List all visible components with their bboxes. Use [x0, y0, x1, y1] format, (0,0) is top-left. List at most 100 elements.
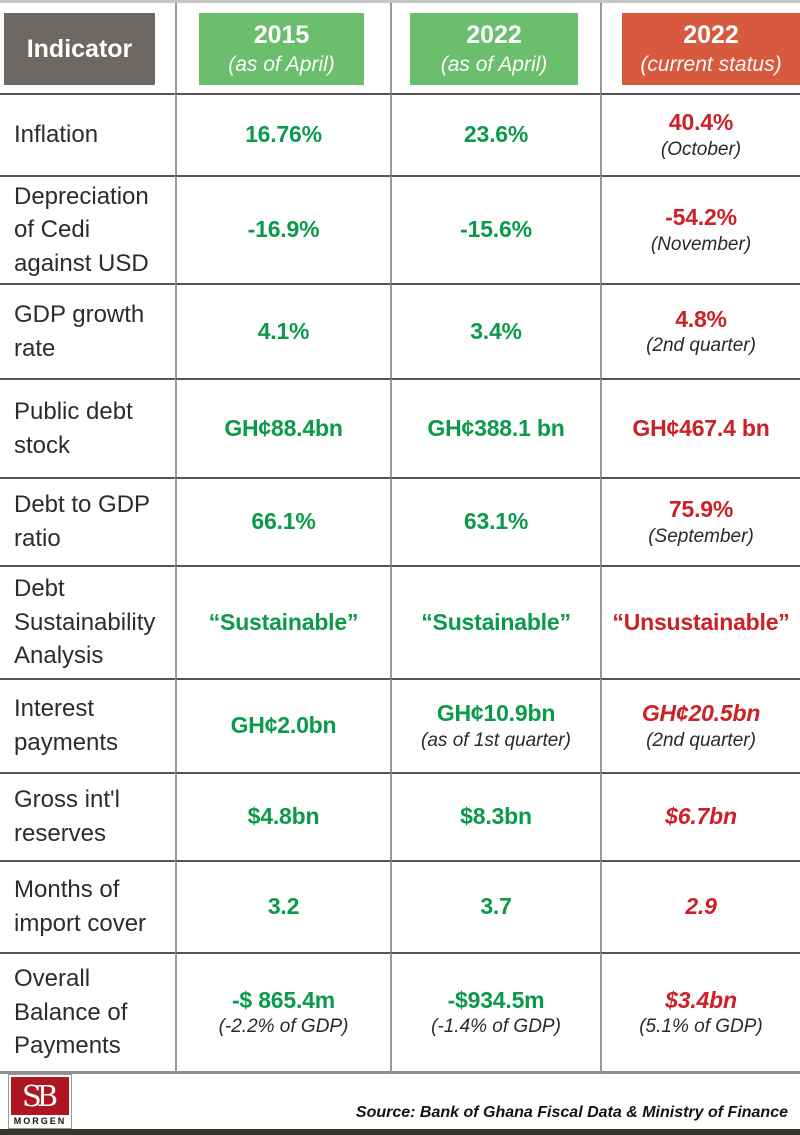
year-2015-header-box: 2015 (as of April) — [199, 13, 364, 85]
table-cell: GH¢88.4bn — [175, 378, 390, 477]
sb-morgen-logo: SB MORGEN — [8, 1074, 72, 1129]
table-cell: 66.1% — [175, 477, 390, 565]
indicator-label-text: Debt Sustainability Analysis — [14, 575, 156, 670]
cell-note: (October) — [660, 138, 742, 160]
footer: SB MORGEN Source: Bank of Ghana Fiscal D… — [0, 1074, 800, 1135]
table-cell: 75.9% (September) — [600, 477, 800, 565]
cell-value: 75.9% — [668, 496, 734, 523]
cell-value: GH¢10.9bn — [436, 700, 556, 727]
table-cell: 3.2 — [175, 860, 390, 952]
indicator-label: Depreciation of Cedi against USD — [0, 175, 175, 283]
cell-value: 4.8% — [675, 305, 727, 332]
cell-note: (as of 1st quarter) — [421, 729, 571, 751]
sb-monogram-icon: SB — [11, 1077, 69, 1115]
table-cell: 16.76% — [175, 93, 390, 175]
table-cell: $6.7bn — [600, 772, 800, 860]
indicator-label: Overall Balance of Payments — [0, 952, 175, 1074]
header-sublabel: (as of April) — [228, 52, 335, 76]
indicator-label: GDP growth rate — [0, 283, 175, 378]
source-text: Source: Bank of Ghana Fiscal Data & Mini… — [355, 1104, 788, 1121]
table-cell: 4.8% (2nd quarter) — [600, 283, 800, 378]
indicator-label: Debt Sustainability Analysis — [0, 565, 175, 678]
cell-value: -$ 865.4m — [231, 986, 336, 1013]
cell-value: GH¢467.4 bn — [632, 414, 770, 441]
header-cell-indicator: Indicator — [0, 0, 175, 93]
header-label: Indicator — [26, 34, 133, 63]
table-cell: GH¢2.0bn — [175, 678, 390, 772]
indicator-label: Public debt stock — [0, 378, 175, 477]
year-2022-april-header-box: 2022 (as of April) — [410, 13, 578, 85]
cell-value: $3.4bn — [665, 986, 737, 1013]
cell-value: “Sustainable” — [208, 608, 359, 635]
table-cell: 63.1% — [390, 477, 600, 565]
indicator-label: Months of import cover — [0, 860, 175, 952]
table-cell: 23.6% — [390, 93, 600, 175]
header-label: 2015 — [253, 21, 310, 50]
table-cell: 3.7 — [390, 860, 600, 952]
indicators-table: Indicator 2015 (as of April) 2022 (as of… — [0, 0, 800, 1074]
header-cell-2022-current: 2022 (current status) — [600, 0, 800, 93]
indicator-label-text: Months of import cover — [14, 876, 147, 937]
cell-note: (November) — [650, 233, 752, 255]
bottom-divider — [0, 1129, 800, 1135]
indicator-label-text: Inflation — [14, 121, 99, 149]
cell-value: $4.8bn — [247, 803, 320, 830]
cell-value: 40.4% — [668, 109, 734, 136]
indicator-label-text: Interest payments — [14, 695, 119, 756]
table-cell: $4.8bn — [175, 772, 390, 860]
table-cell: $8.3bn — [390, 772, 600, 860]
table-cell: 2.9 — [600, 860, 800, 952]
table-cell: -$ 865.4m (-2.2% of GDP) — [175, 952, 390, 1074]
indicator-label-text: Overall Balance of Payments — [14, 965, 128, 1060]
cell-value: 23.6% — [463, 121, 529, 148]
year-2022-current-header-box: 2022 (current status) — [622, 13, 800, 85]
indicator-header-box: Indicator — [4, 13, 155, 85]
header-label: 2022 — [683, 21, 739, 50]
table-cell: “Sustainable” — [390, 565, 600, 678]
cell-value: 63.1% — [463, 508, 529, 535]
table-cell: -15.6% — [390, 175, 600, 283]
cell-note: (2nd quarter) — [646, 335, 756, 357]
table-cell: GH¢388.1 bn — [390, 378, 600, 477]
table-cell: GH¢20.5bn (2nd quarter) — [600, 678, 800, 772]
cell-value: 3.4% — [470, 317, 522, 344]
cell-value: -$934.5m — [447, 986, 545, 1013]
header-sublabel: (as of April) — [440, 52, 548, 76]
cell-value: 4.1% — [257, 317, 310, 344]
cell-value: 16.76% — [245, 121, 322, 148]
cell-value: “Sustainable” — [421, 608, 571, 635]
morgen-wordmark: MORGEN — [13, 1116, 67, 1126]
indicator-label-text: Public debt stock — [14, 397, 133, 459]
cell-value: GH¢20.5bn — [641, 700, 761, 727]
indicator-label: Gross int'l reserves — [0, 772, 175, 860]
cell-note: (2nd quarter) — [646, 729, 756, 751]
cell-value: $8.3bn — [460, 803, 532, 830]
table-cell: 40.4% (October) — [600, 93, 800, 175]
header-cell-2022-april: 2022 (as of April) — [390, 0, 600, 93]
table-cell: “Unsustainable” — [600, 565, 800, 678]
indicator-label-text: Debt to GDP ratio — [14, 491, 150, 552]
table-cell: -16.9% — [175, 175, 390, 283]
indicator-label: Debt to GDP ratio — [0, 477, 175, 565]
table-cell: GH¢10.9bn (as of 1st quarter) — [390, 678, 600, 772]
cell-value: $6.7bn — [665, 803, 737, 830]
table-cell: $3.4bn (5.1% of GDP) — [600, 952, 800, 1074]
indicator-label-text: Gross int'l reserves — [14, 786, 120, 847]
cell-value: -15.6% — [460, 216, 532, 243]
table-cell: GH¢467.4 bn — [600, 378, 800, 477]
cell-value: GH¢388.1 bn — [427, 414, 565, 441]
cell-value: GH¢88.4bn — [224, 414, 343, 441]
cell-note: (5.1% of GDP) — [639, 1016, 763, 1038]
cell-value: “Unsustainable” — [612, 608, 790, 635]
header-cell-2015: 2015 (as of April) — [175, 0, 390, 93]
table-cell: “Sustainable” — [175, 565, 390, 678]
cell-note: (-1.4% of GDP) — [431, 1016, 561, 1038]
cell-value: 2.9 — [685, 893, 717, 920]
cell-value: 66.1% — [251, 508, 316, 535]
header-sublabel: (current status) — [640, 52, 782, 76]
table-cell: 3.4% — [390, 283, 600, 378]
table-cell: -$934.5m (-1.4% of GDP) — [390, 952, 600, 1074]
table-cell: 4.1% — [175, 283, 390, 378]
cell-note: (-2.2% of GDP) — [218, 1016, 349, 1038]
